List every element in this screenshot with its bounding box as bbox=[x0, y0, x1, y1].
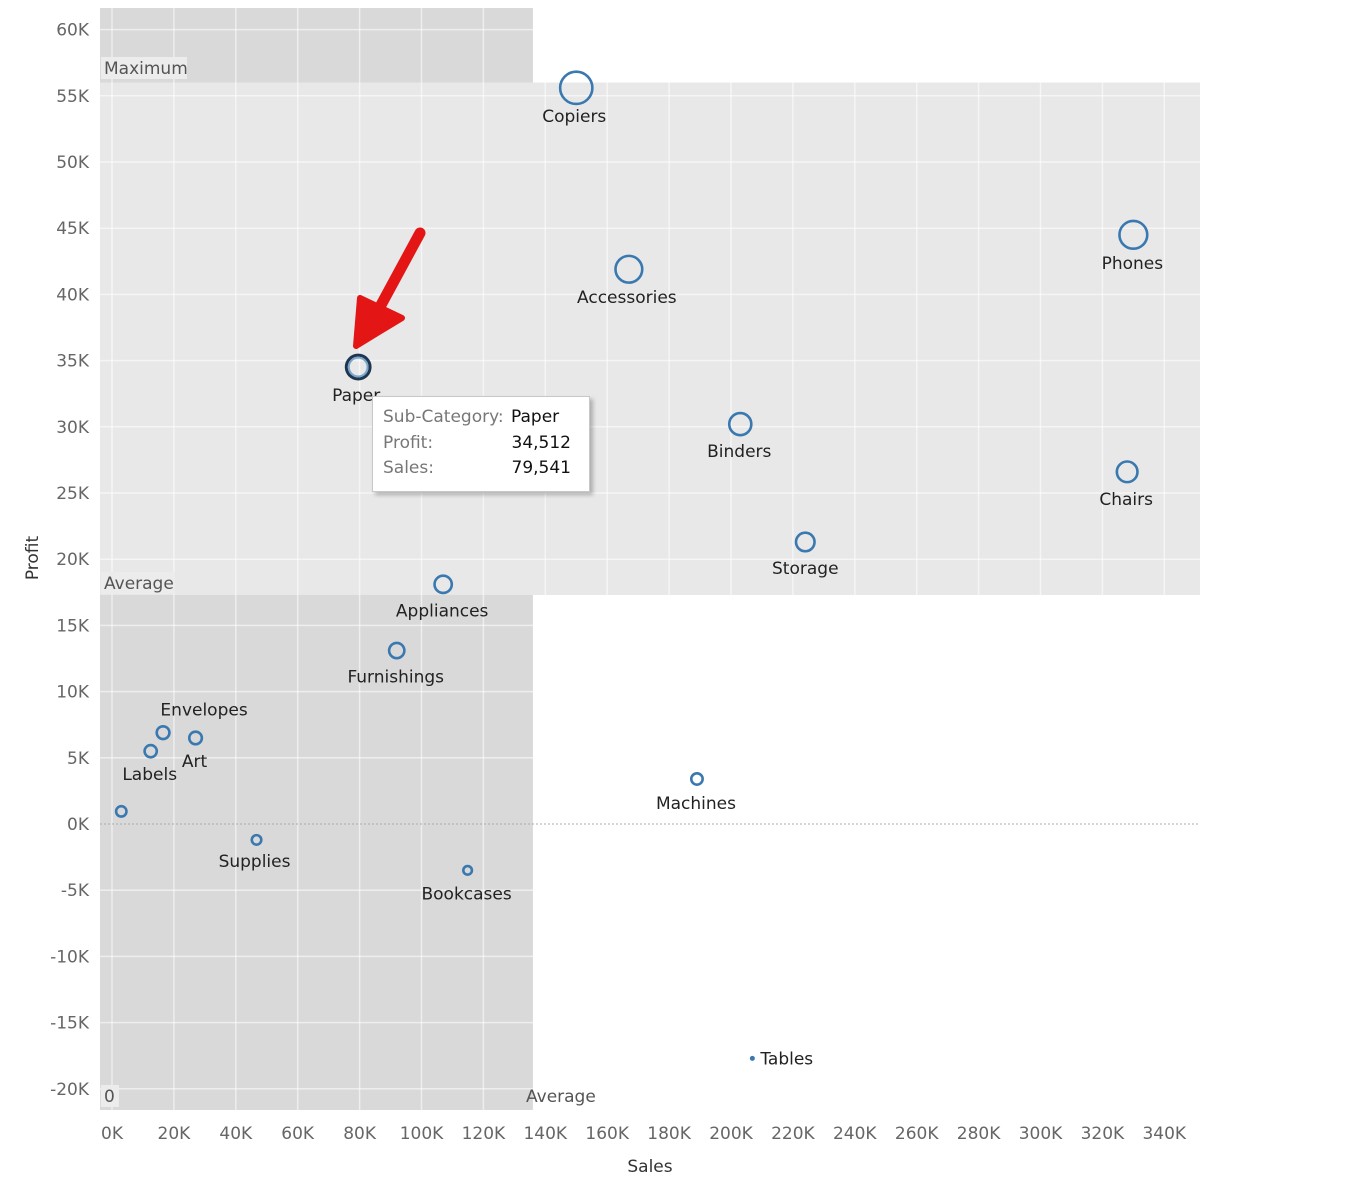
point-envelopes[interactable] bbox=[155, 724, 171, 741]
highlight-arrow bbox=[353, 227, 426, 349]
point-label-labels: Labels bbox=[122, 765, 177, 785]
point-label-storage: Storage bbox=[772, 559, 839, 579]
point-chairs[interactable] bbox=[1115, 460, 1139, 484]
y-tick-label: 15K bbox=[56, 616, 90, 636]
x-tick-label: 20K bbox=[158, 1124, 192, 1144]
y-tick-label: -5K bbox=[61, 881, 90, 901]
x-tick-label: 100K bbox=[400, 1124, 444, 1144]
band-label-profit-average: Average bbox=[104, 574, 174, 594]
x-tick-label: 180K bbox=[647, 1124, 691, 1144]
point-storage[interactable] bbox=[794, 531, 816, 553]
point-label-chairs: Chairs bbox=[1099, 490, 1153, 510]
reference-band-labels: Maximum Average 0 Average bbox=[101, 57, 596, 1107]
y-tick-label: 35K bbox=[56, 352, 90, 372]
y-tick-label: -10K bbox=[50, 947, 90, 967]
x-tick-label: 220K bbox=[771, 1124, 815, 1144]
x-tick-label: 60K bbox=[281, 1124, 315, 1144]
y-tick-label: 55K bbox=[56, 87, 90, 107]
x-tick-label: 200K bbox=[709, 1124, 753, 1144]
x-tick-label: 120K bbox=[462, 1124, 506, 1144]
x-tick-label: 0K bbox=[101, 1124, 124, 1144]
x-tick-label: 240K bbox=[833, 1124, 877, 1144]
point-label-paper: Paper bbox=[332, 386, 380, 406]
point-label-machines: Machines bbox=[656, 794, 736, 814]
point-labels[interactable] bbox=[143, 743, 159, 759]
x-axis-title: Sales bbox=[627, 1157, 672, 1177]
x-tick-label: 280K bbox=[957, 1124, 1001, 1144]
y-tick-label: -15K bbox=[50, 1014, 90, 1034]
point-fasteners[interactable] bbox=[114, 804, 128, 818]
tooltip-row-profit: Profit: 34,512 bbox=[383, 433, 589, 459]
band-label-zero: 0 bbox=[104, 1087, 115, 1107]
band-label-maximum: Maximum bbox=[104, 59, 188, 79]
y-tick-label: 50K bbox=[56, 153, 90, 173]
tooltip-key: Sub-Category: bbox=[383, 407, 504, 427]
point-label-binders: Binders bbox=[707, 442, 771, 462]
tooltip-value: Paper bbox=[511, 407, 560, 427]
point-bookcases[interactable] bbox=[462, 864, 474, 876]
y-tick-label: -20K bbox=[50, 1080, 90, 1100]
point-binders[interactable] bbox=[727, 411, 753, 437]
profit-reference-band bbox=[100, 82, 1200, 595]
band-label-sales-average: Average bbox=[526, 1087, 596, 1107]
x-tick-label: 320K bbox=[1081, 1124, 1125, 1144]
point-accessories[interactable] bbox=[614, 254, 644, 284]
y-tick-label: 10K bbox=[56, 683, 90, 703]
point-tables[interactable] bbox=[749, 1055, 755, 1061]
tooltip-key: Sales: bbox=[383, 458, 434, 478]
gridlines bbox=[100, 8, 1200, 1110]
point-label-appliances: Appliances bbox=[396, 601, 489, 621]
point-supplies[interactable] bbox=[250, 833, 263, 846]
point-label-copiers: Copiers bbox=[542, 107, 606, 127]
point-art[interactable] bbox=[187, 730, 204, 746]
point-label-bookcases: Bookcases bbox=[421, 884, 511, 904]
point-appliances[interactable] bbox=[433, 574, 454, 595]
data-points: Copiers Phones Accessories Paper Binders Chai… bbox=[114, 70, 1164, 1069]
tooltip: Sub-Category: Paper Profit: 34,512 Sales… bbox=[372, 396, 590, 492]
y-tick-label: 30K bbox=[56, 418, 90, 438]
tooltip-row-subcategory: Sub-Category: Paper bbox=[383, 407, 589, 433]
y-axis-title: Profit bbox=[23, 535, 43, 580]
y-axis-ticks: 60K 55K 50K 45K 40K 35K 30K 25K 20K 15K 10K 5K 0K -5K… bbox=[50, 21, 90, 1100]
x-tick-label: 80K bbox=[343, 1124, 377, 1144]
point-label-phones: Phones bbox=[1102, 254, 1164, 274]
point-phones[interactable] bbox=[1118, 219, 1149, 251]
x-tick-label: 260K bbox=[895, 1124, 939, 1144]
point-machines[interactable] bbox=[689, 772, 704, 786]
point-label-furnishings: Furnishings bbox=[347, 668, 444, 688]
y-tick-label: 60K bbox=[56, 21, 90, 41]
y-tick-label: 20K bbox=[56, 550, 90, 570]
tooltip-key: Profit: bbox=[383, 432, 434, 453]
x-tick-label: 300K bbox=[1019, 1124, 1063, 1144]
point-copiers[interactable] bbox=[558, 70, 594, 106]
point-label-envelopes: Envelopes bbox=[160, 701, 247, 721]
tooltip-row-sales: Sales: 79,541 bbox=[383, 458, 589, 484]
x-tick-label: 140K bbox=[523, 1124, 567, 1144]
point-furnishings[interactable] bbox=[387, 641, 406, 660]
y-tick-label: 40K bbox=[56, 285, 90, 305]
point-label-supplies: Supplies bbox=[219, 852, 291, 872]
point-paper[interactable] bbox=[344, 353, 372, 381]
x-tick-label: 340K bbox=[1142, 1124, 1186, 1144]
x-axis-ticks: 0K 20K 40K 60K 80K 100K 120K 140K 160K 180K 200K 22… bbox=[101, 1124, 1187, 1144]
x-tick-label: 160K bbox=[585, 1124, 629, 1144]
y-tick-label: 5K bbox=[67, 749, 90, 769]
tooltip-value: 34,512 bbox=[511, 432, 571, 453]
point-label-art: Art bbox=[182, 752, 208, 772]
y-tick-label: 0K bbox=[67, 815, 90, 835]
x-tick-label: 40K bbox=[219, 1124, 253, 1144]
point-label-accessories: Accessories bbox=[577, 288, 677, 308]
tooltip-value: 79,541 bbox=[511, 458, 571, 478]
point-paper-highlight-ring bbox=[347, 356, 369, 378]
point-label-tables: Tables bbox=[759, 1049, 813, 1069]
y-tick-label: 45K bbox=[56, 219, 90, 239]
y-tick-label: 25K bbox=[56, 484, 90, 504]
